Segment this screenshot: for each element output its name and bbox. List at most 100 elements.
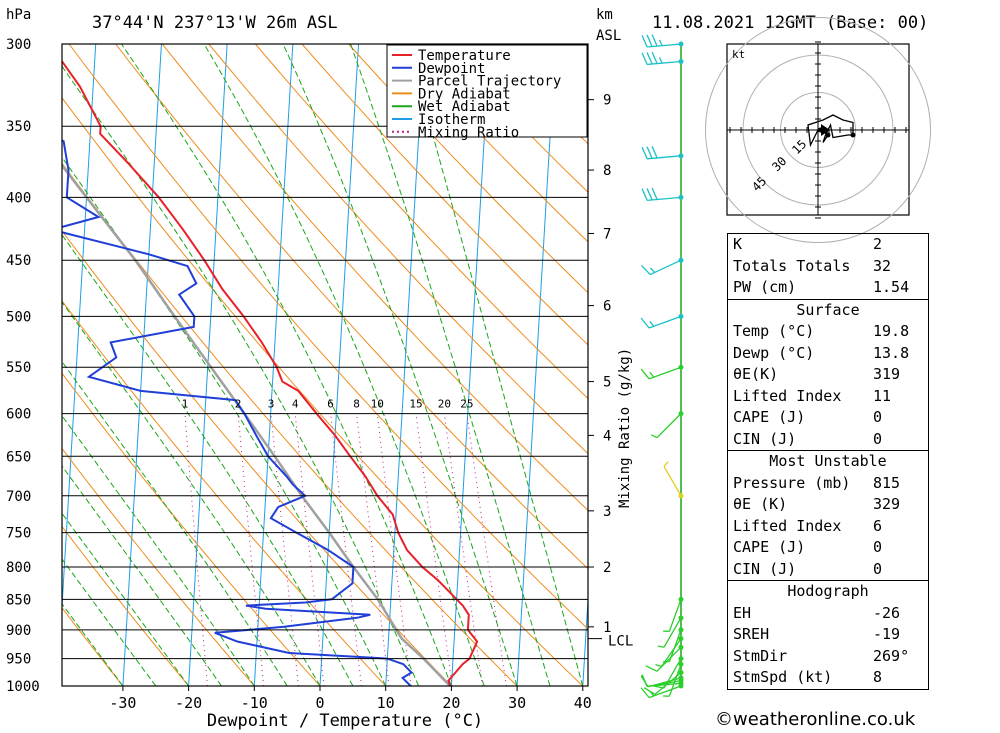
wind-barb-staff	[647, 60, 682, 66]
wind-barb-staff	[647, 43, 682, 48]
mixing-ratio-value-label: 10	[371, 398, 384, 411]
wet-adiabat-line	[62, 156, 387, 686]
wind-barb-half-flag	[649, 267, 656, 273]
height-tick-label: 4	[603, 428, 611, 444]
mixing-ratio-value-label: 2	[235, 398, 242, 411]
wind-barb-flag	[640, 687, 650, 699]
surface-row: CIN (J) 0	[733, 429, 883, 448]
wind-barb-flag	[641, 264, 651, 276]
isotherm-line	[450, 44, 491, 686]
location-title: 37°44'N 237°13'W 26m ASL	[92, 13, 338, 33]
dry-adiabat-line	[394, 44, 588, 243]
wind-barb	[641, 146, 684, 160]
wind-barb-flag	[646, 52, 653, 65]
wind-barb-flag	[646, 188, 653, 201]
dry-adiabat-line	[255, 44, 588, 400]
height-tick-label: 3	[603, 504, 611, 520]
wind-barb	[640, 364, 684, 380]
pressure-label: 700	[6, 489, 31, 505]
isotherm-line	[188, 44, 228, 686]
pressure-label: 950	[6, 652, 31, 668]
hodo-row: StmDir 269°	[733, 646, 910, 665]
mixing-ratio-line	[356, 413, 390, 686]
pressure-label: 900	[6, 623, 31, 639]
wet-adiabat-line	[62, 558, 157, 686]
temperature-line	[62, 59, 479, 686]
mu-row: CAPE (J) 0	[733, 538, 883, 556]
hodograph-point	[825, 132, 831, 138]
dry-adiabat-line	[301, 44, 588, 346]
wind-barb-flag	[645, 665, 658, 672]
wind-barb-flag	[643, 687, 656, 695]
pressure-unit-label: hPa	[6, 7, 31, 23]
pressure-label: 550	[6, 360, 31, 376]
pressure-label: 650	[6, 449, 31, 465]
wind-barb-half-flag	[658, 39, 663, 46]
dry-adiabat-line	[62, 525, 189, 686]
wind-barb-flag	[651, 187, 658, 200]
mu-row: CIN (J) 0	[733, 559, 883, 578]
datetime-title: 11.08.2021 12GMT (Base: 00)	[652, 13, 928, 33]
credit-link[interactable]: ©weatheronline.co.uk	[715, 709, 916, 730]
wind-barb-half-flag	[658, 57, 663, 64]
wind-barb-staff	[656, 646, 682, 672]
legend-label: Mixing Ratio	[418, 125, 519, 141]
x-tick-label: 20	[442, 694, 460, 712]
legend-label: Dry Adiabat	[418, 86, 511, 102]
pressure-label: 750	[6, 526, 31, 542]
height-tick-label: 8	[603, 163, 611, 179]
dry-adiabat-line	[208, 44, 588, 455]
pressure-label: 300	[6, 37, 31, 53]
mixing-ratio-axis-label: Mixing Ratio (g/kg)	[617, 348, 633, 508]
wind-barb	[663, 627, 684, 663]
hodo-row: SREH -19	[733, 625, 901, 643]
legend-label: Parcel Trajectory	[418, 74, 561, 90]
wind-barb	[657, 615, 684, 648]
hodograph-unit-label: kt	[732, 48, 745, 61]
dry-adiabat-line	[62, 300, 387, 686]
mixing-ratio-value-label: 20	[438, 398, 451, 411]
wind-barb-flag	[646, 34, 653, 47]
mu-row: θE (K) 329	[733, 495, 901, 513]
mixing-ratio-value-label: 15	[409, 398, 422, 411]
mixing-ratio-value-label: 6	[327, 398, 334, 411]
wind-barb-half-flag	[651, 434, 658, 439]
surface-row: θE(K) 319	[733, 365, 901, 383]
x-tick-label: 10	[377, 694, 395, 712]
wind-barb-flag	[641, 35, 648, 48]
legend-box	[386, 44, 588, 138]
mixing-ratio-line	[270, 413, 299, 686]
wind-barb	[641, 257, 684, 276]
wind-barb	[651, 656, 684, 689]
surface-title: Surface	[796, 300, 860, 319]
surface-row: CAPE (J) 0	[733, 408, 883, 426]
wind-barb-staff	[648, 315, 682, 329]
index-row-pw: PW (cm) 1.54	[733, 278, 910, 296]
wind-barb-flag	[651, 34, 658, 47]
hodo-row: EH -26	[733, 603, 901, 622]
wind-barb-half-flag	[657, 645, 665, 648]
km-label: km	[596, 7, 613, 23]
pressure-label: 800	[6, 560, 31, 576]
wet-adiabat-line	[62, 233, 354, 686]
wet-adiabat-line	[62, 603, 124, 686]
mixing-ratio-value-label: 1	[182, 398, 189, 411]
lcl-label: LCL	[608, 634, 633, 650]
wind-barb-half-flag	[663, 461, 669, 467]
wind-barb-flag	[640, 317, 650, 329]
isotherm-line	[319, 44, 360, 686]
wind-barb-staff	[668, 599, 682, 632]
wind-barb-staff	[663, 617, 682, 648]
isotherm-line	[253, 44, 294, 686]
height-tick-label: 2	[603, 560, 611, 576]
isotherm-line	[385, 44, 425, 686]
hodograph-ring	[705, 17, 931, 243]
wind-barb	[663, 661, 684, 697]
x-tick-label: 40	[574, 694, 592, 712]
wind-barb	[640, 313, 684, 329]
wind-barb-half-flag	[655, 664, 662, 668]
